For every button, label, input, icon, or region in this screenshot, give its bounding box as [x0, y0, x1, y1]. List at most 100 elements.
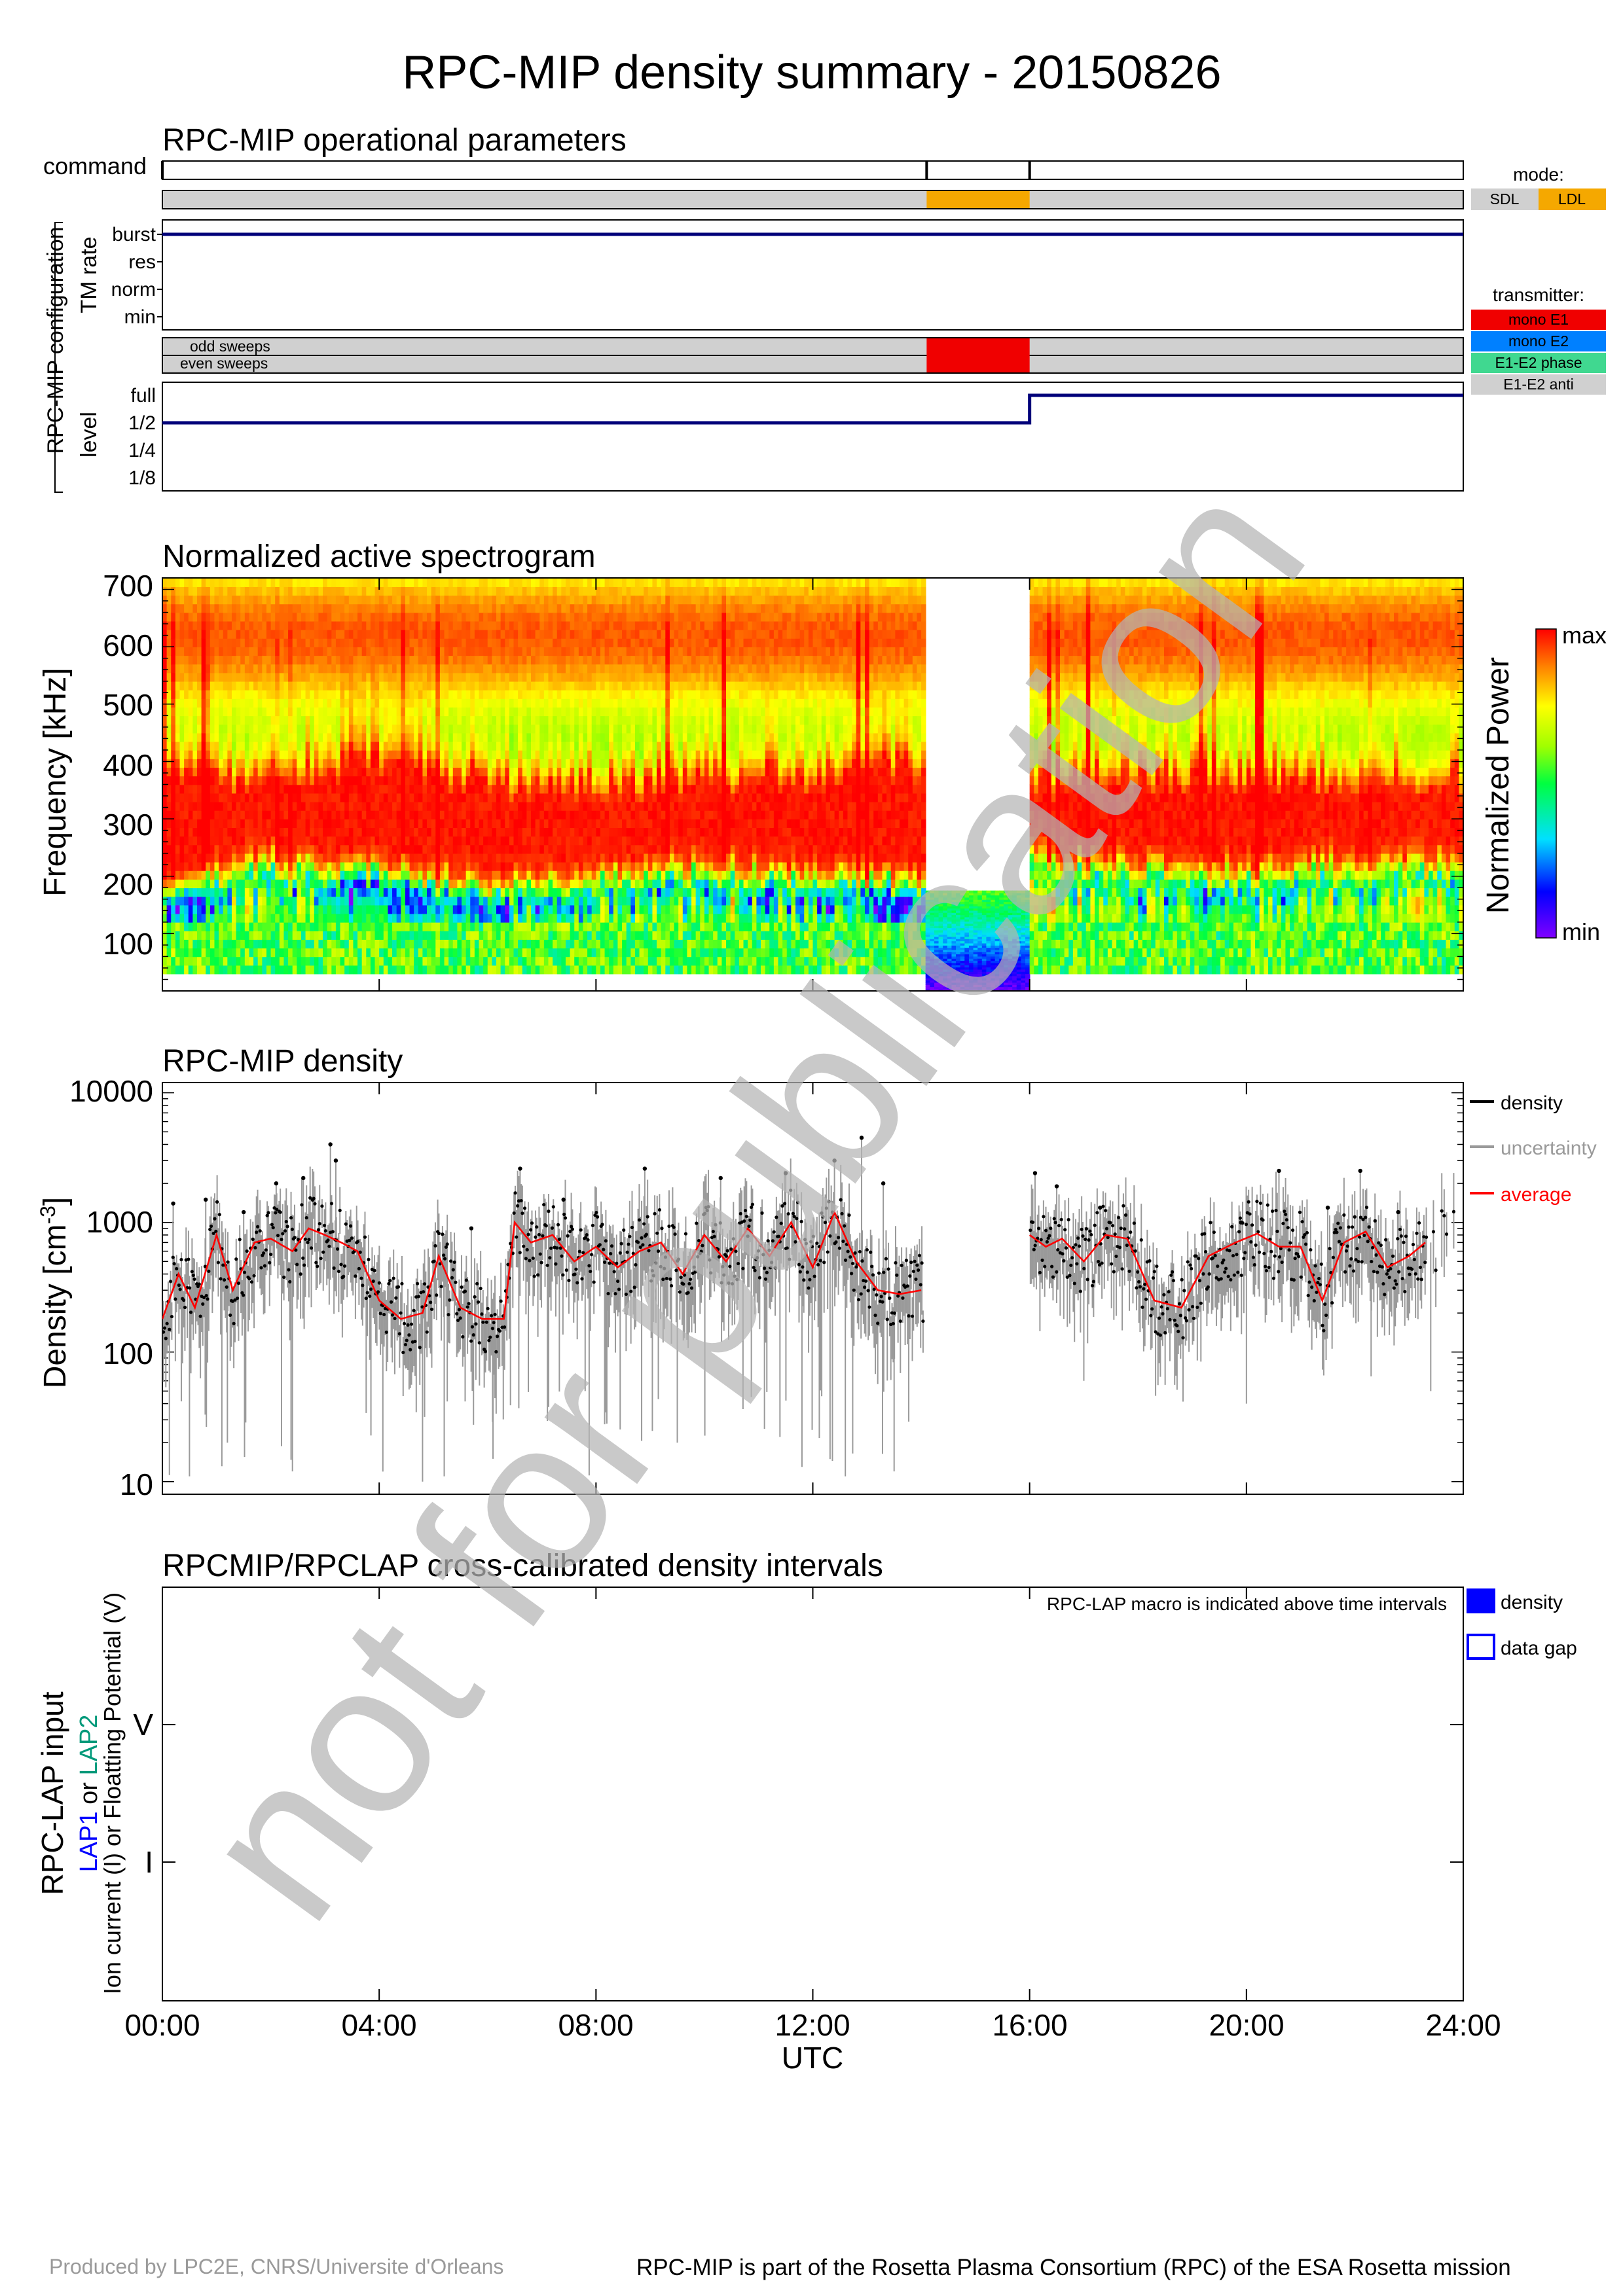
spectrogram-cell — [483, 888, 488, 897]
spectrogram-cell — [470, 672, 475, 682]
spectrogram-cell — [353, 767, 358, 777]
spectrogram-cell — [565, 896, 571, 906]
spectrogram-cell — [192, 810, 198, 819]
spectrogram-cell — [240, 672, 246, 682]
spectrogram-cell — [257, 620, 263, 630]
spectrogram-cell — [518, 888, 523, 897]
spectrogram-cell — [522, 879, 528, 889]
spectrogram-cell — [361, 767, 367, 777]
spectrogram-cell — [539, 922, 545, 931]
spectrogram-cell — [171, 888, 176, 897]
spectrogram-cell — [231, 664, 237, 673]
spectrogram-cell — [327, 793, 333, 802]
spectrogram-cell — [275, 715, 280, 725]
spectrogram-cell — [418, 776, 424, 785]
spectrogram-cell — [574, 655, 579, 665]
spectrogram-cell — [340, 612, 345, 622]
spectrogram-cell — [435, 595, 441, 605]
spectrogram-cell — [509, 586, 515, 596]
spectrogram-column — [344, 578, 350, 975]
spectrogram-cell — [553, 879, 558, 889]
spectrogram-cell — [318, 861, 323, 871]
spectrogram-cell — [553, 578, 558, 587]
spectrogram-cell — [310, 612, 315, 622]
spectrogram-cell — [470, 853, 475, 863]
spectrogram-cell — [431, 681, 437, 691]
spectrogram-cell — [553, 759, 558, 768]
spectrogram-cell — [210, 707, 215, 717]
spectrogram-cell — [188, 913, 194, 923]
spectrogram-cell — [418, 586, 424, 596]
spectrogram-cell — [275, 698, 280, 708]
spectrogram-cell — [184, 810, 189, 819]
spectrogram-cell — [231, 853, 237, 863]
spectrogram-cell — [310, 861, 315, 871]
spectrogram-cell — [344, 965, 350, 975]
spectrogram-cell — [223, 724, 228, 734]
spectrogram-cell — [530, 741, 536, 751]
spectrogram-cell — [448, 861, 454, 871]
spectrogram-cell — [561, 715, 566, 725]
spectrogram-column — [305, 578, 310, 975]
spectrogram-cell — [556, 638, 562, 647]
spectrogram-cell — [543, 819, 549, 829]
spectrogram-cell — [310, 784, 315, 794]
spectrogram-cell — [543, 879, 549, 889]
spectrogram-cell — [314, 948, 319, 958]
spectrogram-cell — [548, 913, 553, 923]
spectrogram-cell — [275, 776, 280, 785]
spectrogram-cell — [543, 647, 549, 656]
spectrogram-cell — [600, 672, 606, 682]
spectrogram-cell — [392, 939, 397, 949]
spectrogram-cell — [240, 655, 246, 665]
spectrogram-cell — [236, 698, 242, 708]
spectrogram-cell — [474, 870, 480, 880]
spectrogram-cell — [470, 810, 475, 819]
spectrogram-cell — [414, 801, 419, 811]
spectrogram-cell — [192, 647, 198, 656]
spectrogram-cell — [318, 664, 323, 673]
spectrogram-cell — [266, 861, 272, 871]
spectrogram-cell — [539, 870, 545, 880]
spectrogram-cell — [344, 793, 350, 802]
spectrogram-cell — [487, 629, 493, 639]
spectrogram-cell — [253, 647, 259, 656]
spectrogram-cell — [348, 930, 354, 940]
spectrogram-cell — [505, 801, 510, 811]
spectrogram-cell — [500, 586, 506, 596]
spectrogram-cell — [219, 586, 224, 596]
spectrogram-cell — [288, 913, 293, 923]
spectrogram-cell — [530, 888, 536, 897]
spectrogram-cell — [270, 603, 276, 613]
spectrogram-cell — [388, 870, 393, 880]
spectrogram-cell — [596, 698, 601, 708]
spectrogram-cell — [236, 922, 242, 931]
spectrogram-title: Normalized active spectrogram — [162, 539, 596, 574]
spectrogram-cell — [600, 612, 606, 622]
spectrogram-cell — [574, 784, 579, 794]
spectrogram-cell — [518, 603, 523, 613]
spectrogram-cell — [240, 879, 246, 889]
spectrogram-cell — [206, 810, 211, 819]
spectrogram-cell — [301, 698, 306, 708]
spectrogram-cell — [492, 724, 497, 734]
spectrogram-cell — [335, 888, 341, 897]
spectrogram-cell — [556, 578, 562, 587]
spectrogram-cell — [257, 672, 263, 682]
spectrogram-cell — [214, 655, 219, 665]
spectrogram-cell — [418, 689, 424, 699]
spectrogram-cell — [470, 965, 475, 975]
spectrogram-cell — [270, 879, 276, 889]
spectrogram-cell — [201, 784, 207, 794]
spectrogram-cell — [353, 922, 358, 931]
spectrogram-cell — [452, 913, 458, 923]
spectrogram-cell — [361, 620, 367, 630]
spectrogram-cell — [210, 827, 215, 837]
spectrogram-cell — [175, 948, 181, 958]
spectrogram-cell — [249, 759, 254, 768]
spectrogram-cell — [396, 870, 402, 880]
spectrogram-cell — [327, 732, 333, 742]
spectrogram-cell — [448, 638, 454, 647]
spectrogram-cell — [587, 922, 593, 931]
spectrogram-cell — [522, 844, 528, 854]
